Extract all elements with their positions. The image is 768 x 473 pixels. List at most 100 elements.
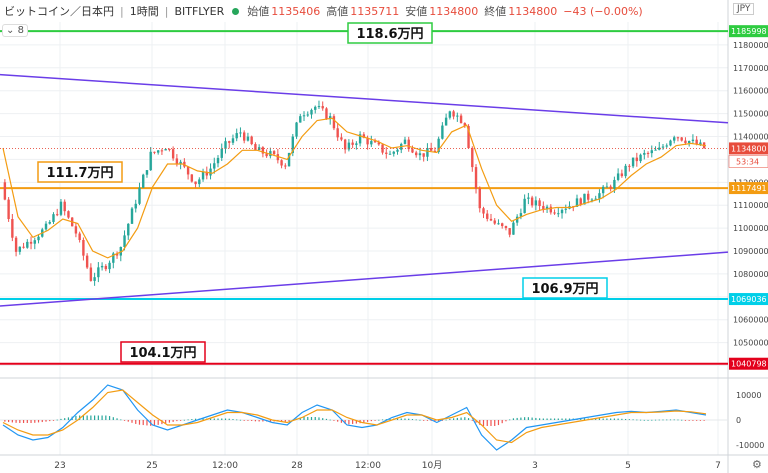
trendline	[0, 73, 729, 124]
macd-histogram-bar	[374, 420, 376, 421]
macd-histogram-bar	[423, 420, 425, 421]
currency-label[interactable]: JPY	[733, 3, 755, 15]
candle-body	[590, 199, 594, 201]
candle-body	[355, 143, 358, 145]
level-annotation-box	[522, 277, 608, 299]
macd-histogram-bar	[625, 418, 627, 420]
candle-body	[385, 152, 388, 154]
candle-body	[542, 206, 545, 210]
macd-histogram-bar	[299, 417, 301, 420]
candle-body	[373, 141, 377, 143]
macd-histogram-bar	[497, 420, 500, 426]
macd-histogram-bar	[471, 420, 473, 421]
candle-body	[534, 200, 538, 206]
macd-histogram-bar	[621, 418, 623, 420]
candle-body	[321, 106, 324, 109]
price-tag	[729, 357, 768, 370]
candle-body	[156, 150, 160, 153]
candle-body	[242, 132, 246, 141]
macd-histogram-bar	[613, 418, 615, 420]
candle-body	[89, 267, 93, 281]
high-label: 高値	[326, 5, 349, 18]
macd-histogram-bar	[411, 419, 414, 420]
macd-histogram-bar	[666, 419, 668, 421]
candle-body	[519, 213, 523, 217]
candle-body	[97, 267, 100, 278]
candle-body	[317, 106, 321, 108]
candle-body	[123, 235, 126, 247]
candle-body	[504, 226, 508, 229]
candle-body	[452, 111, 455, 117]
macd-histogram-bar	[512, 418, 515, 420]
candle-body	[235, 133, 238, 139]
macd-histogram-bar	[97, 415, 99, 420]
time-tick-label: 3	[532, 461, 538, 471]
macd-histogram-bar	[187, 419, 189, 421]
candle-body	[598, 193, 601, 199]
macd-histogram-bar	[479, 420, 481, 425]
symbol-name[interactable]: ビットコイン／日本円	[4, 5, 114, 18]
candle-body	[272, 151, 276, 155]
candle-body	[594, 198, 597, 200]
candle-body	[482, 208, 485, 214]
macd-histogram-bar	[438, 420, 440, 422]
candle-body	[654, 149, 657, 151]
candle-body	[676, 137, 680, 139]
candle-body	[112, 253, 115, 263]
price-tick-label: 1170000	[733, 64, 768, 73]
macd-histogram-bar	[419, 419, 421, 421]
macd-histogram-bar	[688, 420, 690, 421]
macd-histogram-bar	[183, 419, 185, 421]
macd-histogram	[4, 415, 705, 426]
candle-body	[418, 153, 422, 156]
macd-histogram-bar	[415, 419, 417, 421]
time-tick-label: 7	[715, 461, 721, 471]
candle-body	[186, 166, 190, 175]
macd-histogram-bar	[153, 420, 156, 426]
level-annotation-text: 106.9万円	[531, 282, 598, 297]
price-tick-label: 1060000	[733, 316, 768, 325]
candle-body	[463, 123, 467, 127]
macd-histogram-bar	[580, 418, 582, 420]
candle-body	[351, 142, 354, 145]
candle-body	[3, 182, 7, 200]
candle-body	[624, 165, 627, 177]
exchange-label: BITFLYER	[174, 4, 225, 18]
price-tag	[729, 142, 768, 155]
indicator-toggle[interactable]: ⌄ 8	[2, 24, 28, 37]
macd-histogram-bar	[239, 419, 242, 421]
candle-body	[620, 173, 624, 177]
macd-histogram-bar	[191, 419, 193, 420]
candle-body	[284, 165, 287, 167]
macd-histogram-bar	[37, 420, 40, 423]
candle-body	[687, 141, 691, 144]
candle-body	[231, 138, 235, 143]
macd-histogram-bar	[699, 420, 701, 421]
candle-body	[74, 226, 78, 234]
candle-body	[564, 208, 567, 210]
macd-histogram-bar	[595, 418, 597, 420]
candle-body	[291, 136, 295, 153]
level-annotation-box	[120, 341, 206, 363]
candle-body	[257, 147, 261, 151]
macd-histogram-bar	[344, 420, 346, 424]
macd-histogram-bar	[557, 418, 559, 420]
candle-body	[459, 115, 463, 124]
macd-histogram-bar	[26, 420, 28, 423]
macd-histogram-bar	[381, 419, 384, 421]
macd-signal-line	[2, 389, 707, 444]
macd-histogram-bar	[490, 420, 492, 426]
macd-histogram-bar	[654, 419, 657, 421]
interval-label[interactable]: 1時間	[129, 5, 159, 18]
macd-histogram-bar	[352, 420, 354, 424]
macd-histogram-bar	[284, 420, 286, 422]
candle-body	[228, 141, 231, 143]
candle-body	[280, 160, 283, 166]
macd-histogram-bar	[445, 419, 447, 421]
macd-histogram-bar	[460, 417, 462, 420]
candle-body	[239, 132, 242, 134]
candle-body	[265, 153, 268, 157]
macd-histogram-bar	[475, 420, 477, 423]
candle-body	[250, 136, 253, 145]
